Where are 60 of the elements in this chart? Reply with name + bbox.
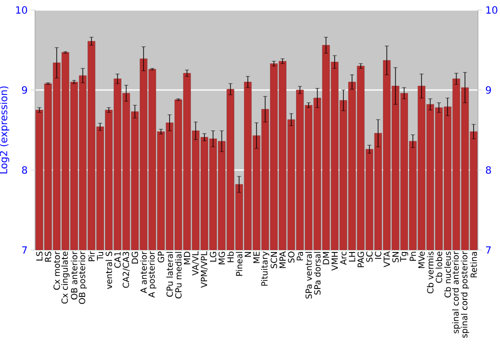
- x-tick-label: Pa: [296, 252, 304, 260]
- x-tick-label: Cb nucleus: [444, 252, 451, 298]
- x-tick-label: ME: [253, 252, 260, 264]
- x-tick-label: IC: [374, 252, 382, 259]
- x-tick-label: PAG: [358, 252, 364, 268]
- x-tick-label: MPA: [279, 251, 286, 268]
- x-tick-label: Hb: [227, 252, 234, 262]
- x-tick-label: SC: [366, 252, 373, 262]
- x-tick-label: MD: [184, 252, 190, 264]
- x-tick-label: Pituitary: [261, 251, 270, 286]
- x-tick-label: SCN: [270, 252, 278, 268]
- y-tick-label: 8: [22, 166, 28, 174]
- x-tick-label: Pir: [88, 251, 95, 262]
- y2-tick-label: 8: [486, 166, 491, 174]
- x-tick-label: VMH: [332, 252, 338, 271]
- x-tick-label: Pineal: [236, 252, 242, 276]
- x-tick-label: Arc: [340, 252, 347, 265]
- x-tick-label: Tu: [97, 252, 104, 260]
- x-tick-label: Retina: [470, 252, 477, 278]
- x-tick-label: Cx cingulate: [61, 252, 70, 304]
- x-tick-label: CPu medial: [175, 252, 182, 298]
- x-tick-label: SO: [288, 252, 294, 263]
- x-tick-label: ventral S: [106, 252, 112, 289]
- x-tick-label: Tg: [400, 252, 408, 262]
- y2-tick-label: 9: [486, 86, 491, 94]
- x-tick-label: VA/VL: [192, 251, 200, 276]
- y-tick-label: 9: [22, 86, 28, 94]
- x-tick-label: LH: [348, 252, 356, 262]
- x-tick-label: SN: [392, 252, 399, 262]
- x-tick-label: A anterior: [140, 251, 147, 294]
- y2-tick-label: 10: [486, 6, 498, 14]
- x-tick-label: MG: [218, 252, 225, 264]
- x-tick-label: LS: [36, 252, 43, 260]
- y-tick-label: 7: [22, 246, 27, 254]
- x-tick-label: CA1: [114, 252, 121, 268]
- x-tick-label: Cb lobe: [436, 252, 442, 283]
- x-tick-label: OB anterior: [70, 251, 78, 300]
- x-tick-label: LG: [210, 252, 216, 262]
- x-tick-label: N: [244, 252, 251, 257]
- y-axis-title: Log2 (expression): [0, 86, 10, 174]
- x-tick-label: VTA: [384, 251, 390, 268]
- x-tick-label: Cb vermis: [426, 252, 434, 294]
- x-tick-label: OB posterior: [78, 251, 87, 304]
- y-tick-label: 10: [16, 6, 28, 14]
- x-tick-label: SPa dorsal: [314, 252, 321, 295]
- x-tick-label: MVe: [418, 252, 425, 268]
- x-tick-label: Pn: [410, 252, 416, 261]
- x-tick-label: GP: [158, 251, 164, 262]
- x-tick-label: CPu lateral: [166, 252, 173, 297]
- x-tick-label: spinal cord anterior: [452, 251, 460, 334]
- x-tick-label: DM: [322, 252, 330, 264]
- x-tick-label: spinal cord posterior: [460, 251, 470, 338]
- x-tick-label: DG: [132, 252, 138, 264]
- x-tick-label: VPM/VPL: [200, 251, 208, 288]
- x-tick-label: Cx motor: [54, 251, 60, 290]
- x-tick-label: SPa ventral: [305, 252, 312, 299]
- x-tick-label: A posterior: [148, 251, 156, 298]
- x-tick-label: RS: [44, 252, 52, 262]
- x-tick-label: CA2/CA3: [122, 252, 130, 288]
- y2-tick-label: 7: [486, 246, 491, 254]
